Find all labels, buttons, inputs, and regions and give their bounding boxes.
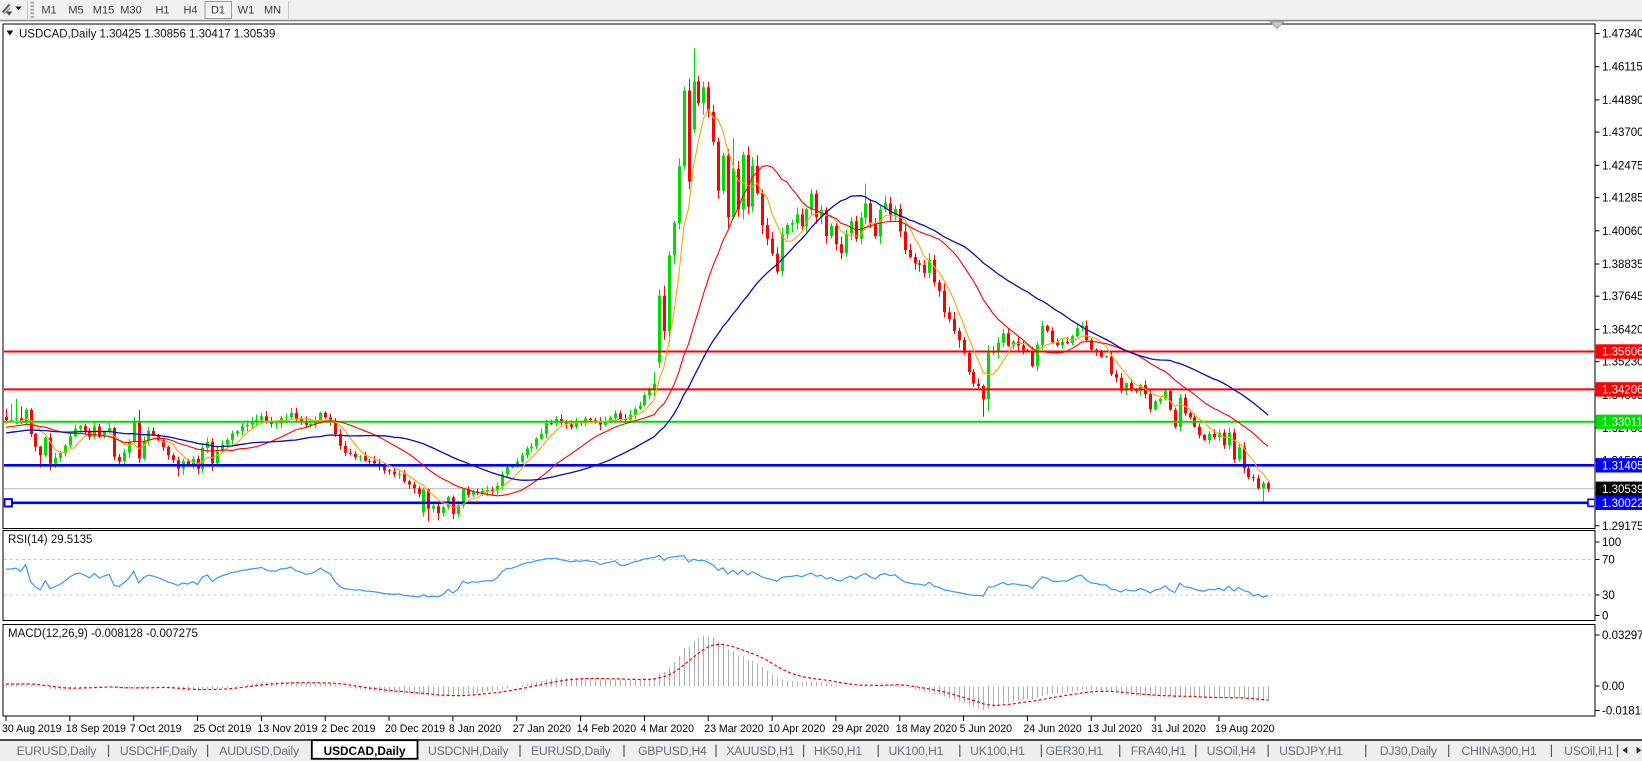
svg-text:25 Oct 2019: 25 Oct 2019 (194, 723, 252, 735)
svg-text:USOil,H1: USOil,H1 (1564, 744, 1614, 758)
svg-text:23 Mar 2020: 23 Mar 2020 (704, 723, 764, 735)
svg-text:M15: M15 (93, 5, 114, 17)
svg-text:18 May 2020: 18 May 2020 (896, 723, 957, 735)
svg-text:USDCAD,Daily 1.30425 1.30856: USDCAD,Daily 1.30425 1.30856 1.30417 1.3… (19, 29, 275, 41)
svg-text:-0.018154: -0.018154 (1602, 706, 1642, 718)
svg-text:1.37645: 1.37645 (1602, 291, 1642, 303)
svg-text:30: 30 (1602, 590, 1615, 602)
svg-text:13 Jul 2020: 13 Jul 2020 (1087, 723, 1142, 735)
svg-text:7 Oct 2019: 7 Oct 2019 (130, 723, 182, 735)
svg-text:1.42475: 1.42475 (1602, 160, 1642, 172)
svg-text:13 Nov 2019: 13 Nov 2019 (257, 723, 317, 735)
svg-text:UK100,H1: UK100,H1 (970, 744, 1025, 758)
svg-text:GER30,H1: GER30,H1 (1046, 744, 1104, 758)
svg-text:1.34206: 1.34206 (1602, 384, 1642, 396)
svg-text:24 Jun 2020: 24 Jun 2020 (1023, 723, 1081, 735)
svg-text:29 Apr 2020: 29 Apr 2020 (832, 723, 889, 735)
svg-text:AUDUSD,Daily: AUDUSD,Daily (219, 744, 300, 758)
svg-text:30 Aug 2019: 30 Aug 2019 (2, 723, 62, 735)
svg-text:UK100,H1: UK100,H1 (889, 744, 944, 758)
svg-text:1.33011: 1.33011 (1602, 417, 1642, 429)
svg-text:1.35606: 1.35606 (1602, 347, 1642, 359)
svg-text:14 Feb 2020: 14 Feb 2020 (577, 723, 637, 735)
svg-text:1.30022: 1.30022 (1602, 498, 1642, 510)
svg-text:DJ30,Daily: DJ30,Daily (1380, 744, 1438, 758)
svg-text:RSI(14) 29.5135: RSI(14) 29.5135 (8, 534, 92, 546)
svg-text:USDJPY,H1: USDJPY,H1 (1279, 744, 1343, 758)
svg-text:1.35230: 1.35230 (1602, 357, 1642, 369)
svg-text:MACD(12,26,9) -0.008128 -0.007: MACD(12,26,9) -0.008128 -0.007275 (8, 628, 198, 640)
svg-text:4 Mar 2020: 4 Mar 2020 (640, 723, 694, 735)
svg-text:1.41285: 1.41285 (1602, 193, 1642, 205)
svg-text:70: 70 (1602, 555, 1615, 567)
svg-text:10 Apr 2020: 10 Apr 2020 (768, 723, 825, 735)
svg-text:HK50,H1: HK50,H1 (814, 744, 862, 758)
svg-text:1.29175: 1.29175 (1602, 521, 1642, 533)
svg-text:USDCHF,Daily: USDCHF,Daily (120, 744, 199, 758)
svg-text:D1: D1 (211, 5, 225, 17)
svg-text:8 Jan 2020: 8 Jan 2020 (449, 723, 502, 735)
svg-text:100: 100 (1602, 537, 1621, 549)
svg-text:1.44890: 1.44890 (1602, 95, 1642, 107)
svg-text:0.032972: 0.032972 (1602, 630, 1642, 642)
svg-text:XAUUSD,H1: XAUUSD,H1 (726, 744, 794, 758)
svg-text:M5: M5 (68, 5, 83, 17)
svg-text:MN: MN (264, 5, 281, 17)
svg-text:EURUSD,Daily: EURUSD,Daily (531, 744, 612, 758)
svg-text:H4: H4 (183, 5, 197, 17)
svg-text:1.47340: 1.47340 (1602, 29, 1642, 41)
svg-text:FRA40,H1: FRA40,H1 (1131, 744, 1187, 758)
svg-text:20 Dec 2019: 20 Dec 2019 (385, 723, 445, 735)
svg-text:1.40060: 1.40060 (1602, 226, 1642, 238)
svg-text:USDCAD,Daily: USDCAD,Daily (324, 744, 406, 758)
svg-text:1.38835: 1.38835 (1602, 259, 1642, 271)
svg-text:USOil,H4: USOil,H4 (1207, 744, 1257, 758)
svg-text:0.00: 0.00 (1602, 681, 1624, 693)
svg-text:1.31405: 1.31405 (1602, 460, 1642, 472)
svg-text:31 Jul 2020: 31 Jul 2020 (1151, 723, 1206, 735)
svg-text:0: 0 (1602, 611, 1608, 623)
svg-text:19 Aug 2020: 19 Aug 2020 (1215, 723, 1275, 735)
svg-text:M30: M30 (120, 5, 141, 17)
svg-text:GBPUSD,H4: GBPUSD,H4 (638, 744, 707, 758)
svg-text:W1: W1 (238, 5, 255, 17)
svg-text:1.43700: 1.43700 (1602, 127, 1642, 139)
svg-text:1.46115: 1.46115 (1602, 62, 1642, 74)
svg-text:1.36420: 1.36420 (1602, 324, 1642, 336)
svg-text:USDCNH,Daily: USDCNH,Daily (428, 744, 509, 758)
svg-text:1.30539: 1.30539 (1602, 484, 1642, 496)
svg-text:EURUSD,Daily: EURUSD,Daily (17, 744, 98, 758)
svg-text:M1: M1 (41, 5, 56, 17)
svg-text:5 Jun 2020: 5 Jun 2020 (960, 723, 1013, 735)
svg-text:H1: H1 (155, 5, 169, 17)
svg-text:27 Jan 2020: 27 Jan 2020 (513, 723, 571, 735)
svg-text:18 Sep 2019: 18 Sep 2019 (66, 723, 126, 735)
svg-text:CHINA300,H1: CHINA300,H1 (1461, 744, 1536, 758)
svg-text:2 Dec 2019: 2 Dec 2019 (321, 723, 375, 735)
